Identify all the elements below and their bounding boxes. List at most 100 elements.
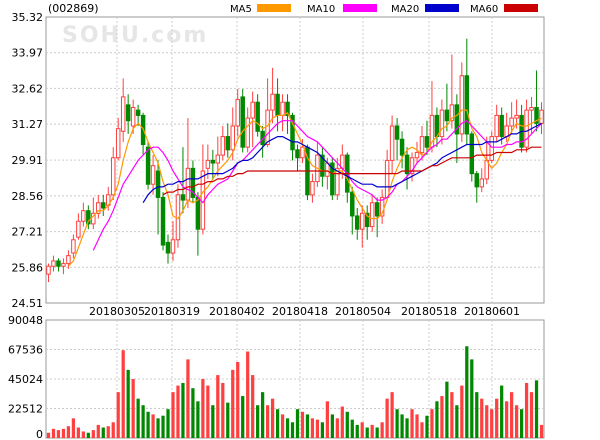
candle-body <box>514 114 519 119</box>
volume-bar <box>61 428 66 438</box>
candle-body <box>125 104 131 122</box>
candle-body <box>419 136 425 153</box>
candle-body <box>494 114 499 138</box>
candle <box>350 186 355 235</box>
candle <box>355 208 360 240</box>
candle <box>509 102 514 134</box>
candle <box>180 147 186 214</box>
candle <box>260 126 265 158</box>
price-x-axis: 20180305 20180319 20180402 20180418 20180504… <box>89 305 520 318</box>
volume-bar <box>390 392 394 438</box>
candle-body <box>439 109 445 138</box>
volume-bar <box>201 379 205 438</box>
candle-body <box>61 263 66 267</box>
candle <box>464 38 470 145</box>
price-x-tick-label: 20180305 <box>89 305 145 318</box>
volume-bar <box>450 392 454 438</box>
volume-bar <box>519 409 524 438</box>
candle-body <box>350 191 355 217</box>
candle-body <box>529 106 534 111</box>
volume-bar <box>310 418 315 438</box>
volume-bar <box>280 414 285 438</box>
candle <box>96 194 101 219</box>
price-y-tick-label: 28.56 <box>12 190 44 203</box>
candle <box>56 258 61 272</box>
volume-bar <box>51 428 56 438</box>
volume-bar <box>295 409 300 438</box>
volume-bar <box>365 427 369 438</box>
chart-watermark: SOHU.com <box>62 23 208 48</box>
candle-body <box>364 212 370 228</box>
candle <box>150 155 156 195</box>
legend: MA5 MA10 MA20 MA60 <box>230 4 538 15</box>
candle-body <box>499 114 504 138</box>
candle-body <box>310 181 315 196</box>
candle <box>434 107 440 148</box>
candle-body <box>81 210 86 222</box>
volume-bar <box>261 392 265 438</box>
candle <box>399 131 405 169</box>
candle-body <box>295 149 300 159</box>
candle-body <box>255 101 260 132</box>
volume-bar <box>539 424 544 438</box>
candle-body <box>355 215 360 230</box>
candle-body <box>414 151 420 159</box>
legend-swatch-ma5 <box>257 4 291 12</box>
volume-bar <box>146 411 150 438</box>
volume-bar <box>455 405 459 438</box>
candle-body <box>155 170 161 198</box>
candle-body <box>205 159 211 169</box>
volume-y-axis: 90048 67536 45024 22512 0 <box>8 314 43 440</box>
volume-bar <box>226 402 230 438</box>
volume-bar <box>350 419 354 438</box>
candle-body <box>479 178 484 188</box>
candle <box>310 173 315 203</box>
volume-bar <box>305 414 310 438</box>
candle <box>280 94 285 132</box>
candle <box>255 94 260 137</box>
price-x-tick-label: 20180504 <box>335 305 391 318</box>
candle <box>86 205 91 230</box>
candle-body <box>240 96 245 148</box>
volume-bar <box>211 405 215 438</box>
candle <box>335 157 340 201</box>
volume-bar <box>116 392 120 438</box>
candle <box>46 263 51 283</box>
candle-body <box>534 106 539 124</box>
candle-body <box>66 255 71 265</box>
volume-bar <box>534 380 539 438</box>
volume-bar <box>256 405 260 438</box>
volume-bar <box>166 409 170 438</box>
candle-body <box>369 202 375 228</box>
volume-y-tick-label: 45024 <box>8 373 43 386</box>
candle-body <box>404 154 410 175</box>
volume-bar <box>395 409 399 438</box>
candle <box>424 120 430 156</box>
volume-bar <box>485 405 489 438</box>
volume-bar <box>529 392 534 438</box>
volume-bar <box>380 422 384 438</box>
candle-body <box>170 239 176 254</box>
candle-body <box>524 109 529 148</box>
volume-bar <box>330 414 334 438</box>
volume-bar <box>221 382 225 438</box>
ma-line-ma60 <box>162 146 542 196</box>
candle <box>140 112 146 156</box>
candle <box>359 205 365 248</box>
candle <box>389 115 395 174</box>
candle <box>185 118 191 209</box>
candle-body <box>290 114 295 151</box>
candle <box>61 258 66 275</box>
candle <box>320 147 325 187</box>
moving-average-lines <box>67 109 542 267</box>
candle <box>120 78 126 142</box>
volume-bar <box>315 419 320 438</box>
candle-body <box>150 165 156 185</box>
volume-bar <box>236 361 240 438</box>
candle-body <box>115 128 121 159</box>
candle <box>51 255 56 272</box>
volume-bar <box>460 385 464 438</box>
candle <box>200 144 206 235</box>
price-x-tick-label: 20180402 <box>209 305 265 318</box>
